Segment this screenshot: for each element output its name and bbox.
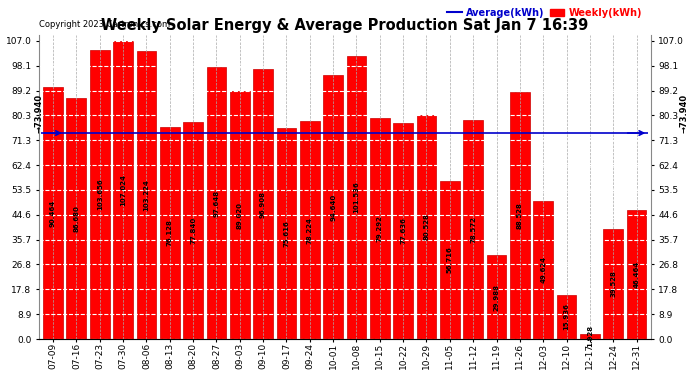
- Text: 89.020: 89.020: [237, 201, 243, 228]
- Text: 76.128: 76.128: [167, 219, 172, 246]
- Bar: [183, 122, 203, 339]
- Bar: [253, 69, 273, 339]
- Text: 29.988: 29.988: [493, 284, 500, 311]
- Text: 15.936: 15.936: [564, 303, 569, 330]
- Bar: [66, 98, 86, 339]
- Bar: [113, 41, 133, 339]
- Bar: [486, 255, 506, 339]
- Text: 94.640: 94.640: [330, 194, 336, 221]
- Bar: [323, 75, 343, 339]
- Text: 80.528: 80.528: [424, 213, 429, 240]
- Bar: [603, 229, 623, 339]
- Bar: [160, 127, 179, 339]
- Text: →73.940: →73.940: [34, 94, 43, 133]
- Text: 103.656: 103.656: [97, 179, 103, 210]
- Text: 78.572: 78.572: [470, 216, 476, 243]
- Text: 79.292: 79.292: [377, 215, 383, 242]
- Bar: [43, 87, 63, 339]
- Bar: [463, 120, 483, 339]
- Text: 77.636: 77.636: [400, 217, 406, 244]
- Bar: [533, 201, 553, 339]
- Bar: [557, 295, 576, 339]
- Text: 39.528: 39.528: [610, 270, 616, 297]
- Text: 107.024: 107.024: [120, 174, 126, 206]
- Bar: [393, 123, 413, 339]
- Bar: [206, 67, 226, 339]
- Text: 1.928: 1.928: [587, 325, 593, 347]
- Text: 86.680: 86.680: [73, 205, 79, 232]
- Bar: [230, 91, 250, 339]
- Bar: [627, 210, 647, 339]
- Text: 101.536: 101.536: [353, 182, 359, 213]
- Bar: [300, 121, 319, 339]
- Bar: [346, 56, 366, 339]
- Bar: [417, 115, 436, 339]
- Text: 88.528: 88.528: [517, 202, 523, 229]
- Bar: [90, 50, 110, 339]
- Bar: [277, 128, 297, 339]
- Text: 49.624: 49.624: [540, 256, 546, 284]
- Text: 56.716: 56.716: [447, 247, 453, 273]
- Text: →73.940: →73.940: [680, 94, 689, 133]
- Bar: [580, 334, 600, 339]
- Text: 90.464: 90.464: [50, 200, 56, 226]
- Text: 46.464: 46.464: [633, 261, 640, 288]
- Text: 103.224: 103.224: [144, 179, 150, 211]
- Text: 77.840: 77.840: [190, 217, 196, 244]
- Bar: [440, 181, 460, 339]
- Bar: [137, 51, 157, 339]
- Text: 96.908: 96.908: [260, 190, 266, 217]
- Text: 97.648: 97.648: [213, 189, 219, 216]
- Bar: [370, 118, 390, 339]
- Text: 78.224: 78.224: [307, 216, 313, 243]
- Title: Weekly Solar Energy & Average Production Sat Jan 7 16:39: Weekly Solar Energy & Average Production…: [101, 18, 589, 33]
- Text: Copyright 2023 Cartronics.com: Copyright 2023 Cartronics.com: [39, 20, 170, 29]
- Text: 75.616: 75.616: [284, 220, 290, 247]
- Legend: Average(kWh), Weekly(kWh): Average(kWh), Weekly(kWh): [443, 4, 646, 21]
- Bar: [510, 92, 530, 339]
